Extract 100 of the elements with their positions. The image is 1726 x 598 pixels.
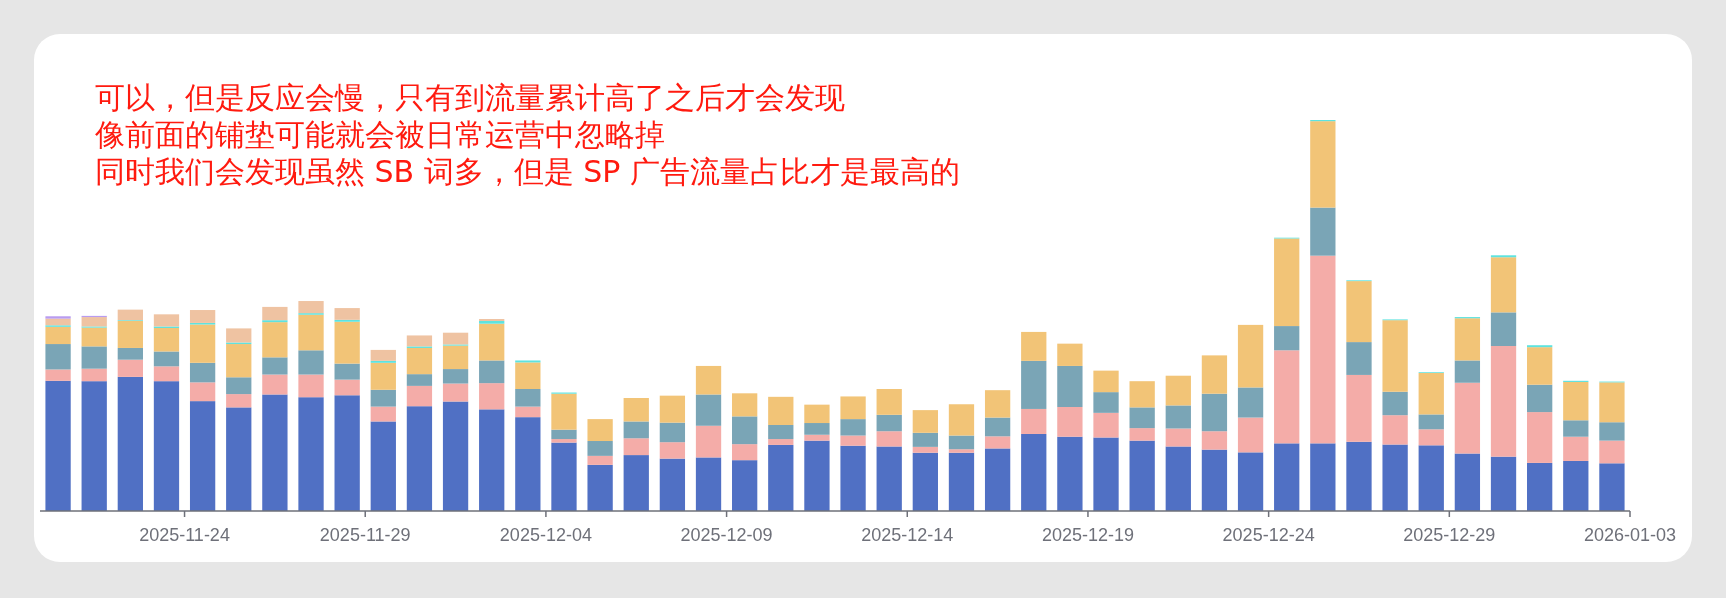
bar [442,332,469,345]
bar [1563,381,1589,421]
bar [153,314,180,327]
bar [804,404,830,424]
bar [1093,437,1119,511]
bar [1129,407,1155,429]
bar [45,326,71,345]
bar [334,379,360,396]
bar [948,452,975,511]
bar [262,322,288,358]
bar [189,310,216,323]
bar [1418,445,1444,511]
bar [695,425,722,458]
bar [479,360,505,384]
bar [370,406,396,422]
bar [876,431,902,447]
bar [1382,415,1408,445]
bar [1021,360,1047,409]
bar [1237,452,1264,511]
bar [515,417,541,511]
bar [1165,446,1191,511]
bar [189,362,216,383]
x-tick-label: 2025-12-04 [499,525,592,545]
bar [406,374,433,386]
bar [695,365,722,395]
bar [659,422,686,443]
bar [1454,360,1481,383]
bar [262,374,288,395]
bar [948,404,975,436]
bar [226,377,252,395]
bar [81,346,107,369]
bar [45,369,71,381]
bar [442,383,469,402]
bar [732,416,758,445]
bar [442,345,469,370]
bar [984,436,1011,449]
bar [876,414,902,432]
bar [1563,460,1589,511]
bar [153,366,180,382]
bar [587,455,613,465]
bar [1490,346,1517,457]
bar [768,444,794,511]
bar [1310,121,1336,208]
bar [1527,462,1553,511]
bar [189,324,216,363]
bar [768,439,794,445]
bar [984,390,1011,418]
x-tick-label: 2025-12-14 [861,525,954,545]
bar [442,401,469,511]
bar [45,380,71,511]
bar [117,359,143,377]
bar [1274,350,1300,444]
bar [153,351,180,367]
bar [226,407,252,511]
bar [334,321,360,364]
x-tick-label: 2026-01-03 [1583,525,1677,545]
bar [876,446,902,511]
bar [984,448,1011,511]
bar [1527,384,1553,413]
bar [45,318,71,326]
bar [1599,463,1625,511]
bar [1165,375,1191,406]
bar [1274,443,1300,511]
bar [1093,370,1119,393]
bar [1454,382,1481,454]
bar [515,389,541,407]
bar [1346,441,1372,511]
bar [551,442,577,511]
bar [948,449,975,453]
bar [587,419,613,442]
bar [659,442,686,459]
bar [1563,436,1589,461]
bar [298,314,324,351]
bar [1274,238,1300,327]
bar [81,317,107,327]
bar [298,350,324,375]
bar [81,381,107,511]
bar [117,320,143,348]
bar [262,394,288,511]
bar [695,457,722,511]
bar [298,374,324,398]
bar [840,435,866,446]
bar [81,327,107,347]
bar [515,406,541,418]
bar [1021,331,1047,361]
bar [1382,320,1408,392]
bar [226,328,252,343]
x-tick-label: 2025-12-09 [680,525,773,545]
bar [912,432,938,447]
bar [515,362,541,390]
bar [45,316,71,319]
bar [623,421,649,439]
x-tick-label: 2025-12-19 [1041,525,1134,545]
x-tick-label: 2025-11-24 [139,525,230,545]
bar [442,369,469,384]
bar [1057,436,1083,511]
bar [117,309,143,321]
bar [1310,443,1336,511]
bar [1201,355,1228,394]
bar [1599,382,1625,423]
